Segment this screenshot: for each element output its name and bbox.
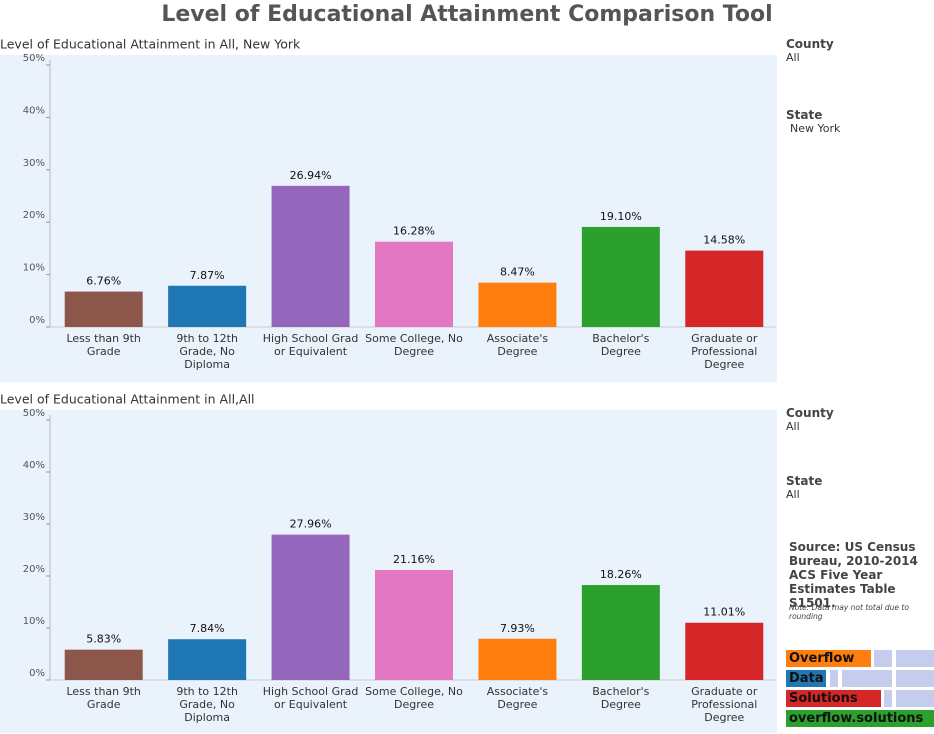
- logo-text: Solutions: [786, 690, 881, 707]
- x-tick-label: Associate's Degree: [486, 332, 549, 358]
- x-tick-label: Some College, No Degree: [365, 685, 463, 711]
- x-tick-label: High School Grad or Equivalent: [262, 332, 359, 358]
- filter-label: State: [786, 108, 823, 122]
- source-text: Source: US Census Bureau, 2010-2014 ACS …: [789, 540, 918, 610]
- logo-row: overflow.solutions: [786, 710, 934, 727]
- value-label: 6.76%: [86, 275, 121, 288]
- filter-value: All: [786, 488, 800, 501]
- county-filter[interactable]: County All: [786, 406, 834, 433]
- logo-row: Data: [786, 670, 934, 687]
- state-filter[interactable]: State All: [786, 474, 822, 501]
- y-tick-label: 20%: [23, 564, 45, 575]
- value-label: 16.28%: [393, 225, 435, 238]
- filter-value: All: [786, 420, 800, 433]
- x-tick-label: Graduate or Professional Degree: [691, 332, 758, 371]
- y-tick-label: 10%: [23, 616, 45, 627]
- value-label: 26.94%: [290, 169, 332, 182]
- y-tick-label: 30%: [23, 512, 45, 523]
- bar: [581, 226, 660, 327]
- value-label: 7.87%: [190, 269, 225, 282]
- bar: [375, 569, 453, 680]
- filter-label: County: [786, 406, 834, 420]
- chart-title: Level of Educational Attainment in All,A…: [0, 392, 255, 407]
- logo-text: overflow.solutions: [786, 710, 934, 727]
- chart-title: Level of Educational Attainment in All, …: [0, 37, 301, 52]
- logo-row: Overflow: [786, 650, 934, 667]
- value-label: 7.93%: [500, 622, 535, 635]
- value-label: 7.84%: [190, 622, 225, 635]
- bar: [685, 622, 764, 680]
- x-tick-label: 9th to 12th Grade, No Diploma: [176, 332, 238, 371]
- bar: [478, 282, 557, 327]
- logo-text: Data: [786, 670, 826, 687]
- y-tick-label: 40%: [23, 460, 45, 471]
- x-tick-label: High School Grad or Equivalent: [262, 685, 359, 711]
- value-label: 21.16%: [393, 553, 435, 566]
- value-label: 18.26%: [600, 568, 642, 581]
- y-tick-label: 10%: [23, 263, 45, 274]
- logo-row: Solutions: [786, 690, 934, 707]
- x-tick-label: Graduate or Professional Degree: [691, 685, 758, 724]
- bar: [685, 250, 764, 327]
- y-tick-label: 40%: [23, 105, 45, 116]
- value-label: 14.58%: [703, 234, 745, 247]
- x-tick-label: 9th to 12th Grade, No Diploma: [176, 685, 238, 724]
- y-tick-label: 20%: [23, 210, 45, 221]
- bar: [375, 241, 453, 327]
- x-tick-label: Less than 9th Grade: [66, 332, 141, 358]
- state-filter[interactable]: State New York: [786, 108, 840, 135]
- bar: [478, 638, 557, 680]
- x-tick-label: Associate's Degree: [486, 685, 549, 711]
- filter-value: All: [786, 51, 800, 64]
- bar: [168, 639, 247, 680]
- county-filter[interactable]: County All: [786, 37, 834, 64]
- bar: [581, 585, 660, 680]
- value-label: 8.47%: [500, 266, 535, 279]
- y-tick-label: 50%: [23, 53, 45, 64]
- y-tick-label: 0%: [29, 315, 45, 326]
- filter-label: County: [786, 37, 834, 51]
- bar: [168, 285, 247, 327]
- value-label: 27.96%: [290, 518, 332, 531]
- x-tick-label: Less than 9th Grade: [66, 685, 141, 711]
- x-tick-label: Bachelor's Degree: [592, 332, 650, 358]
- note-text: Note: Data may not total due to rounding: [789, 603, 909, 621]
- filter-label: State: [786, 474, 823, 488]
- value-label: 19.10%: [600, 210, 642, 223]
- page-title: Level of Educational Attainment Comparis…: [161, 2, 772, 27]
- value-label: 5.83%: [86, 633, 121, 646]
- bar: [64, 649, 143, 680]
- logo-text: Overflow: [786, 650, 871, 667]
- filter-value: New York: [790, 122, 841, 135]
- bar: [271, 185, 350, 327]
- value-label: 11.01%: [703, 606, 745, 619]
- y-tick-label: 0%: [29, 668, 45, 679]
- bar: [271, 534, 350, 680]
- x-tick-label: Bachelor's Degree: [592, 685, 650, 711]
- y-tick-label: 30%: [23, 158, 45, 169]
- y-tick-label: 50%: [23, 408, 45, 419]
- bar: [64, 291, 143, 327]
- x-tick-label: Some College, No Degree: [365, 332, 463, 358]
